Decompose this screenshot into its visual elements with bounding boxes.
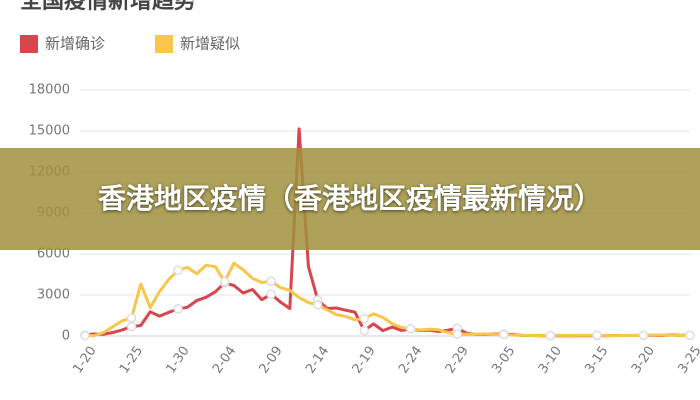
legend-swatch: [155, 35, 173, 53]
point: [545, 330, 556, 341]
point: [685, 330, 695, 341]
x-tick-label: 2-29: [443, 344, 472, 377]
chart-title: 全国疫情新增趋势: [19, 0, 196, 14]
y-tick-label: 0: [62, 329, 70, 344]
x-tick-label: 2-04: [210, 344, 239, 377]
x-tick-label: 1-25: [117, 344, 146, 377]
point: [452, 329, 463, 339]
legend-label: 新增疑似: [180, 35, 240, 53]
point: [359, 313, 369, 324]
point: [312, 300, 323, 310]
point: [406, 324, 416, 334]
x-tick-label: 2-24: [396, 344, 425, 377]
y-tick-label: 3000: [37, 288, 70, 303]
x-tick-label: 2-09: [257, 344, 286, 377]
overlay-title: 香港地区疫情（香港地区疫情最新情况）: [97, 182, 602, 215]
x-tick-label: 3-15: [582, 344, 611, 377]
point: [592, 330, 602, 340]
x-tick-label: 3-05: [489, 344, 518, 377]
y-tick-label: 15000: [29, 124, 70, 139]
x-tick-label: 3-10: [536, 344, 565, 377]
point: [266, 276, 276, 286]
y-tick-label: 6000: [37, 247, 70, 262]
point: [638, 330, 649, 340]
legend-swatch: [20, 35, 38, 53]
x-tick-label: 1-20: [70, 344, 99, 377]
point: [80, 330, 90, 341]
point: [173, 265, 183, 275]
point: [499, 329, 509, 340]
x-tick-label: 1-30: [163, 344, 192, 377]
overlay-banner: 香港地区疫情（香港地区疫情最新情况）: [0, 148, 700, 250]
point: [173, 304, 183, 314]
x-tick-label: 2-14: [303, 344, 332, 377]
series-line: [85, 261, 691, 338]
point: [126, 321, 137, 332]
x-tick-label: 3-20: [629, 344, 658, 377]
point: [266, 289, 276, 299]
point: [219, 276, 230, 287]
x-tick-label: 3-25: [675, 344, 700, 377]
point: [359, 325, 369, 336]
y-tick-label: 18000: [29, 83, 70, 98]
legend-label: 新增确诊: [45, 35, 105, 53]
point: [126, 313, 137, 323]
x-tick-label: 2-19: [350, 344, 379, 377]
